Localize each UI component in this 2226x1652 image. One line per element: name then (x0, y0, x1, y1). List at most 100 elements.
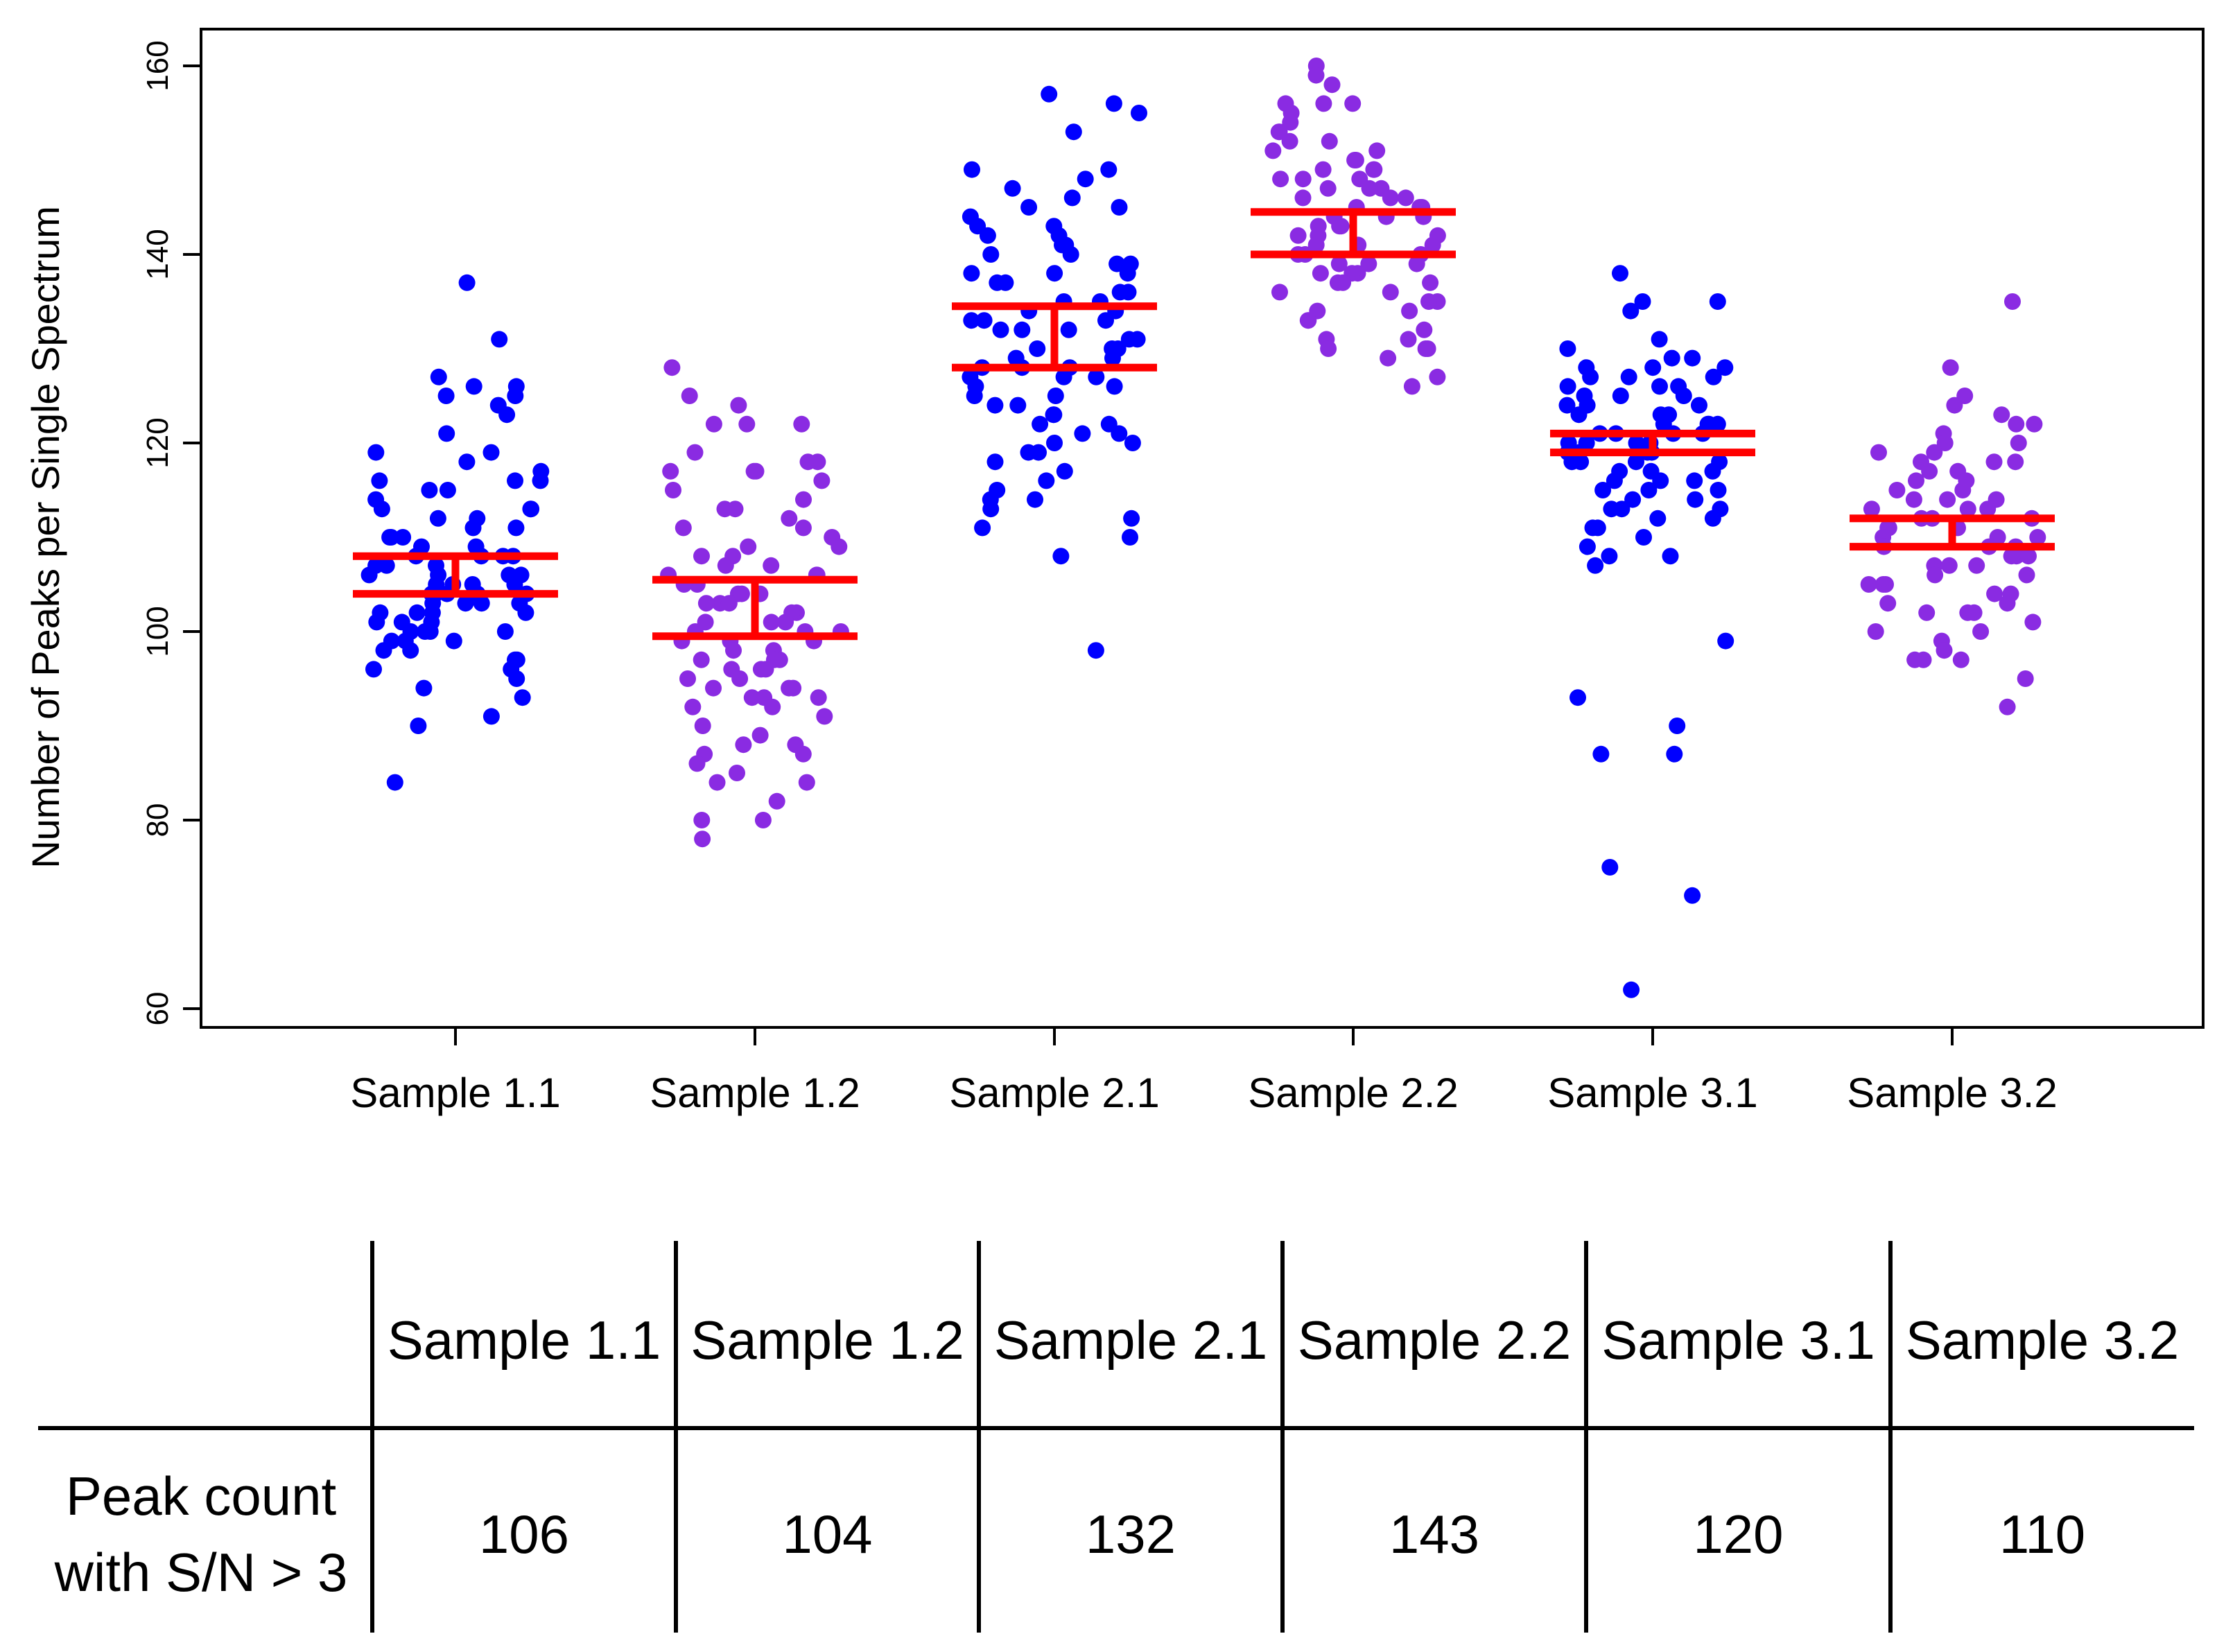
data-point (2024, 614, 2042, 631)
y-tick-label: 80 (141, 803, 175, 837)
data-point (1294, 171, 1312, 188)
data-point (415, 679, 433, 697)
data-point (1968, 557, 1985, 574)
data-point (1691, 397, 1707, 414)
data-point (975, 312, 993, 329)
data-point (768, 792, 785, 810)
data-point (966, 388, 983, 404)
data-point (1046, 435, 1063, 451)
data-point (458, 274, 476, 291)
data-point (992, 321, 1009, 338)
data-point (1863, 501, 1880, 518)
data-point (725, 642, 742, 659)
data-point (982, 246, 1000, 263)
data-point (684, 698, 702, 715)
data-point (1985, 453, 2003, 471)
data-point (1710, 482, 1727, 498)
data-point (1344, 95, 1362, 112)
data-point (430, 368, 447, 385)
data-point (708, 774, 726, 791)
data-point (2004, 293, 2021, 310)
data-point (1321, 132, 1338, 150)
data-point (793, 415, 810, 433)
data-point (1965, 604, 1983, 621)
data-point (752, 661, 769, 678)
data-point (1563, 453, 1581, 471)
data-point (1020, 199, 1038, 216)
data-point (1029, 340, 1046, 357)
data-point (1622, 302, 1640, 320)
data-point (679, 670, 696, 687)
data-point (1686, 472, 1703, 489)
table-header-cell: Sample 2.2 (1298, 1310, 1572, 1371)
y-axis: 60 80 100 120 140 160 (141, 40, 202, 1025)
data-point (1569, 689, 1586, 706)
data-point (731, 670, 749, 687)
data-point (1940, 557, 1958, 574)
data-point (1559, 340, 1576, 357)
data-point (1620, 368, 1637, 385)
table-value-cell: 106 (479, 1504, 569, 1565)
data-point (437, 388, 455, 404)
data-point (2008, 415, 2025, 433)
data-point (1999, 595, 2016, 612)
data-point (507, 388, 524, 404)
data-point (763, 557, 780, 574)
data-point (394, 529, 412, 546)
x-category-label: Sample 1.2 (650, 1070, 860, 1116)
table-header-cell: Sample 3.1 (1601, 1310, 1875, 1371)
data-point (1120, 284, 1137, 301)
data-point (1905, 491, 1922, 508)
data-point (417, 623, 433, 640)
data-point (1289, 227, 1307, 244)
data-point (2026, 415, 2043, 433)
data-point (1422, 274, 1439, 291)
data-point (1867, 623, 1884, 640)
data-point (1613, 501, 1631, 518)
data-point (1601, 548, 1618, 565)
table-header-cell: Sample 1.2 (690, 1310, 964, 1371)
data-point (763, 614, 780, 631)
data-point (729, 765, 745, 781)
data-point (777, 614, 794, 631)
data-point (1592, 745, 1610, 763)
data-point (1417, 340, 1434, 357)
data-point (1705, 368, 1722, 385)
data-point (368, 614, 385, 631)
data-point (1946, 397, 1963, 414)
data-point (1875, 576, 1892, 593)
data-point (373, 501, 390, 518)
plot-frame (200, 28, 2205, 1029)
table-value-cell: 132 (1086, 1504, 1176, 1565)
data-point (1052, 548, 1070, 565)
data-point (697, 595, 715, 612)
data-point (813, 472, 831, 489)
data-point (662, 462, 679, 480)
data-point (1687, 491, 1704, 508)
ci-layer (353, 208, 2055, 641)
data-point (429, 510, 446, 527)
data-point (705, 415, 722, 433)
data-point (1307, 236, 1325, 254)
data-point (1065, 123, 1082, 141)
data-point (1623, 981, 1640, 998)
data-point (1936, 435, 1954, 451)
data-point (365, 661, 382, 678)
y-tick-label: 100 (141, 606, 175, 657)
data-point (688, 755, 706, 772)
data-point (1420, 293, 1437, 310)
data-point (1606, 472, 1623, 489)
data-point (1918, 604, 1936, 621)
data-point (1587, 557, 1604, 574)
x-category-label: Sample 2.2 (1248, 1070, 1459, 1116)
data-point (375, 642, 392, 659)
data-point (2007, 453, 2024, 471)
data-point (1314, 161, 1332, 178)
data-point (2017, 670, 2034, 687)
data-point (2008, 548, 2025, 565)
data-point (1100, 161, 1118, 178)
data-point (986, 397, 1004, 414)
data-point (1401, 302, 1418, 320)
table-header-cell: Sample 1.1 (388, 1310, 661, 1371)
y-axis-title: Number of Peaks per Single Spectrum (24, 206, 67, 869)
